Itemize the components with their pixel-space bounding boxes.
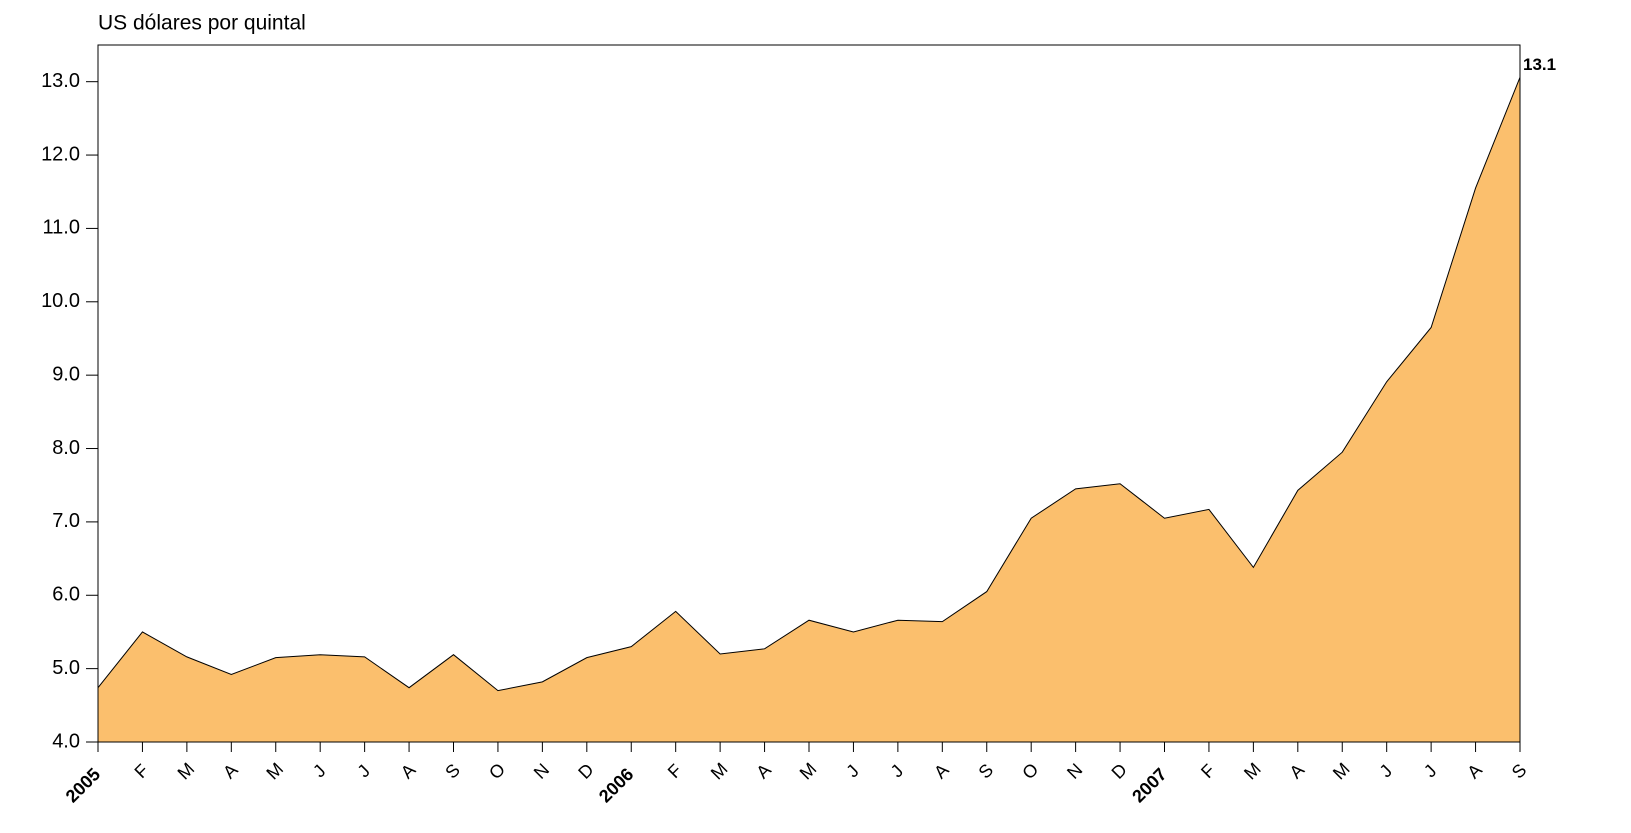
x-tick-label: A [752, 760, 775, 783]
x-tick-label: A [1286, 760, 1309, 783]
x-tick-label: J [887, 761, 908, 782]
y-tick-label: 10.0 [41, 290, 80, 312]
x-tick-label: A [1463, 760, 1486, 783]
y-tick-label: 9.0 [52, 363, 80, 385]
x-tick-label: A [930, 760, 953, 783]
x-tick-label: O [1018, 759, 1042, 783]
x-tick-label: 2007 [1128, 764, 1170, 806]
x-tick-label: F [131, 760, 153, 782]
x-tick-label: N [530, 759, 553, 782]
x-tick-label: F [1197, 760, 1219, 782]
x-tick-label: J [1420, 761, 1441, 782]
area-line [97, 77, 1521, 692]
x-tick-label: J [1376, 761, 1397, 782]
x-tick-label: M [796, 759, 821, 784]
x-tick-label: 2006 [595, 764, 637, 806]
x-tick-label: D [1108, 759, 1131, 782]
x-tick-label: A [397, 760, 420, 783]
y-tick-label: 8.0 [52, 437, 80, 459]
y-tick-label: 7.0 [52, 510, 80, 532]
x-tick-label: D [574, 759, 597, 782]
x-tick-label: O [485, 759, 509, 783]
x-tick-label: M [1329, 759, 1354, 784]
x-tick-label: N [1063, 759, 1086, 782]
y-tick-label: 6.0 [52, 584, 80, 606]
y-tick-label: 4.0 [52, 730, 80, 752]
area-fill [98, 77, 1520, 742]
x-tick-label: S [441, 760, 464, 783]
value-label: 13.1 [1523, 55, 1556, 74]
chart-title: US dólares por quintal [98, 12, 306, 35]
y-tick-label: 13.0 [41, 70, 80, 92]
x-tick-label: M [262, 759, 287, 784]
y-tick-label: 12.0 [41, 143, 80, 165]
x-tick-label: M [1240, 759, 1265, 784]
x-tick-label: S [975, 760, 998, 783]
y-tick-label: 5.0 [52, 657, 80, 679]
x-tick-label: F [664, 760, 686, 782]
x-tick-label: M [707, 759, 732, 784]
x-tick-label: J [353, 761, 374, 782]
x-tick-label: M [174, 759, 199, 784]
x-tick-label: S [1508, 760, 1531, 783]
x-tick-label: J [309, 761, 330, 782]
x-tick-label: 2005 [62, 764, 104, 806]
y-tick-label: 11.0 [43, 217, 80, 239]
x-tick-label: J [842, 761, 863, 782]
x-tick-label: A [219, 760, 242, 783]
